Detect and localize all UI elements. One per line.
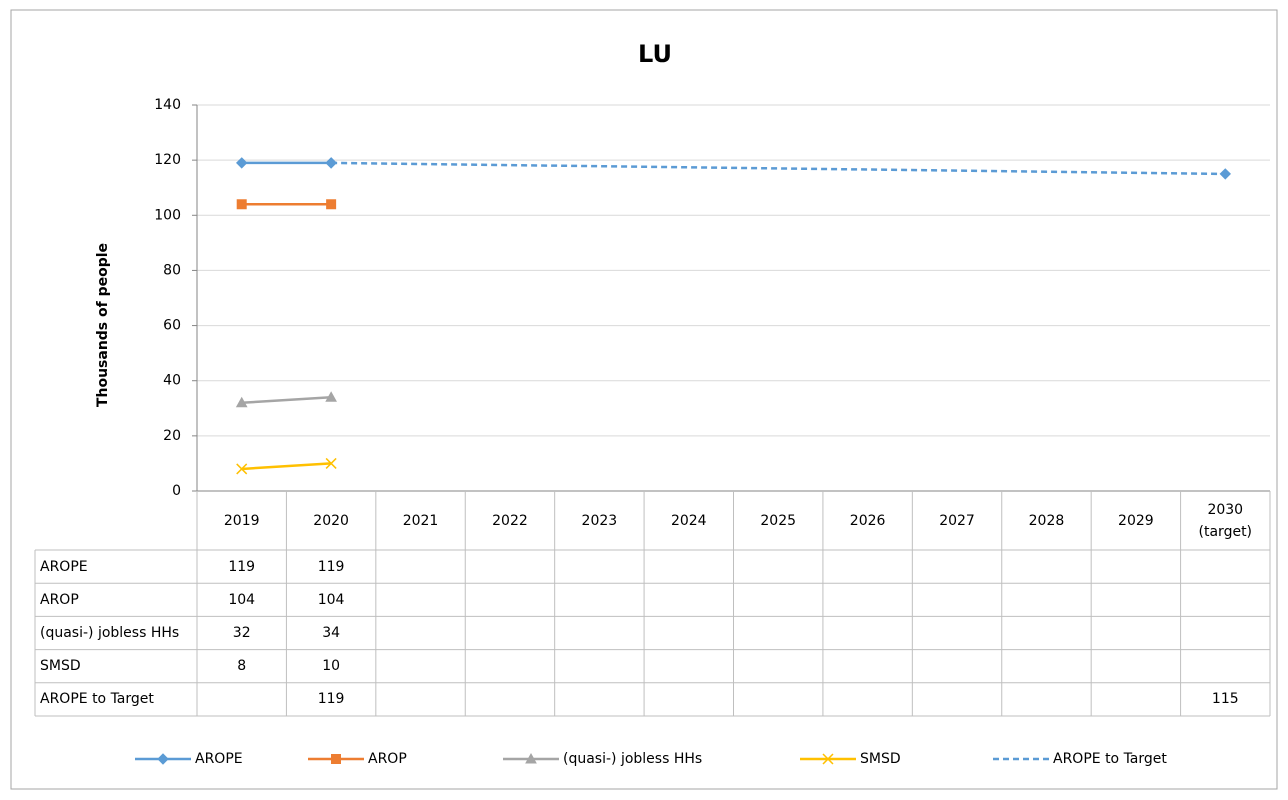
y-tick-label: 120: [154, 152, 181, 168]
legend-label: AROP: [368, 751, 407, 767]
table-row-label: SMSD: [40, 658, 81, 675]
y-tick-label: 40: [163, 373, 181, 389]
legend-label: AROPE to Target: [1053, 751, 1167, 767]
x-tick-label: 2020: [313, 512, 349, 529]
table-value: 10: [322, 658, 341, 675]
marker: [325, 457, 337, 469]
series-line: [331, 161, 1226, 176]
marker: [236, 157, 248, 169]
legend-label: (quasi-) jobless HHs: [563, 751, 702, 767]
y-tick-label: 100: [154, 207, 181, 223]
marker: [525, 752, 537, 764]
marker: [157, 753, 169, 765]
x-tick-label: 2022: [492, 512, 528, 529]
table-value: 32: [232, 624, 251, 641]
marker: [331, 754, 341, 764]
table-value: 8: [237, 658, 247, 675]
y-tick-label: 60: [163, 318, 181, 334]
table-value: 119: [317, 691, 345, 708]
marker: [236, 199, 247, 210]
x-tick-label: 2023: [581, 512, 618, 529]
x-tick-label: 2030 (target): [1198, 501, 1253, 540]
x-tick-label: 2026: [849, 512, 886, 529]
marker: [822, 753, 834, 765]
x-tick-label: 2024: [670, 512, 707, 529]
x-tick-label: 2021: [402, 512, 439, 529]
marker: [235, 396, 248, 408]
table-value: 115: [1211, 691, 1239, 708]
marker: [325, 157, 337, 169]
x-tick-label: 2029: [1118, 512, 1154, 529]
x-tick-label: 2019: [223, 512, 260, 529]
marker: [325, 391, 337, 402]
y-tick-label: 20: [163, 428, 181, 444]
series-line: [241, 396, 332, 405]
table-row-label: AROPE to Target: [40, 691, 154, 708]
chart-title: LU: [638, 40, 672, 68]
table-value: 104: [317, 591, 345, 608]
table-value: 34: [322, 624, 341, 641]
marker: [236, 463, 248, 475]
marker: [326, 199, 337, 210]
y-axis-label: Thousands of people: [95, 243, 111, 407]
table-value: 119: [228, 558, 256, 575]
marker: [1219, 168, 1231, 180]
table-row-label: AROPE: [40, 558, 88, 575]
x-tick-label: 2025: [760, 512, 797, 529]
series-line: [241, 462, 332, 471]
table-row-label: AROP: [40, 591, 79, 608]
y-tick-label: 0: [172, 483, 181, 499]
x-tick-label: 2027: [939, 512, 975, 529]
y-tick-label: 80: [163, 262, 181, 278]
legend-label: SMSD: [860, 751, 901, 767]
legend-label: AROPE: [195, 751, 243, 767]
table-value: 119: [317, 558, 345, 575]
y-tick-label: 140: [154, 97, 181, 113]
table-row-label: (quasi-) jobless HHs: [40, 624, 180, 641]
x-tick-label: 2028: [1028, 512, 1065, 529]
table-value: 104: [228, 591, 256, 608]
